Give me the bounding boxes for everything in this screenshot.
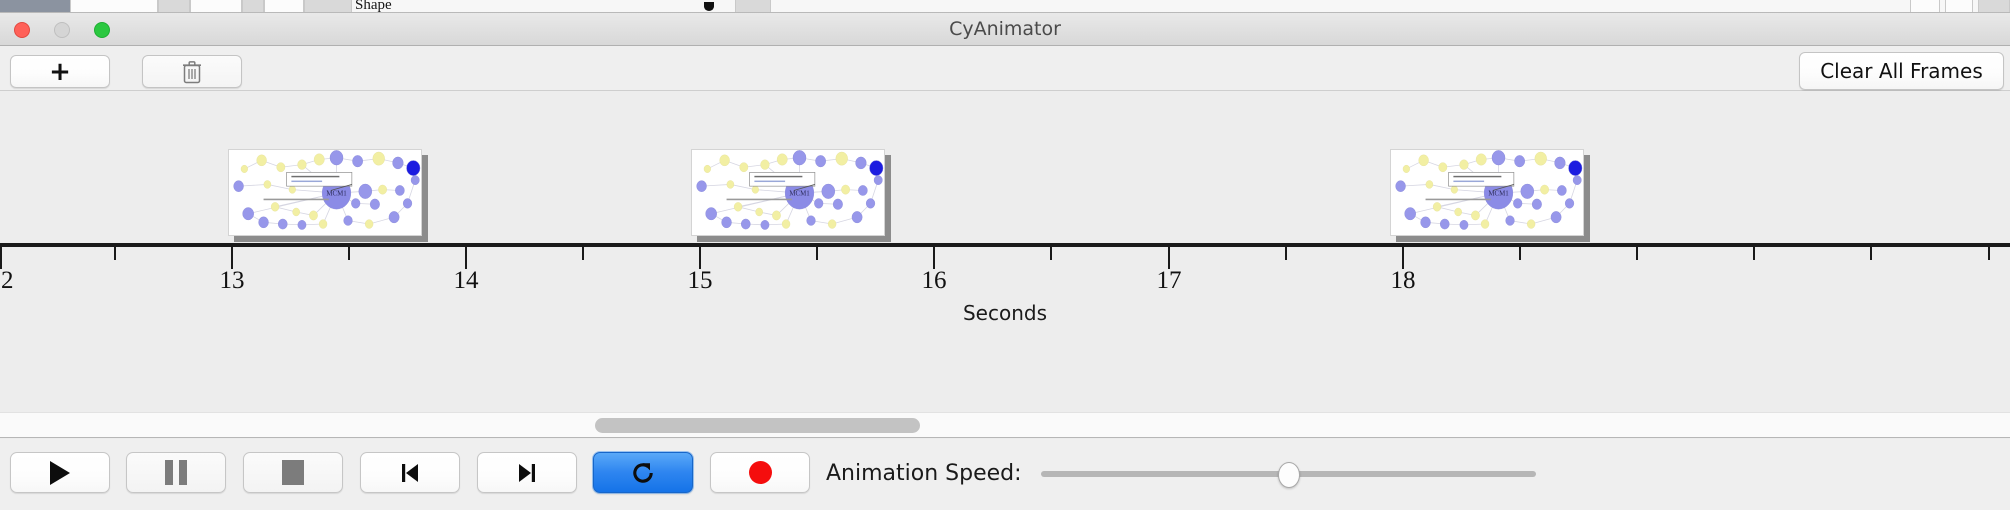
axis-tick-major [231,247,233,269]
plus-icon: + [49,56,71,87]
stop-icon [282,460,304,485]
record-button[interactable] [710,452,810,493]
svg-text:MCM1: MCM1 [1488,191,1509,198]
frame-thumbnail[interactable]: MCM1 [1390,149,1584,236]
clear-all-frames-label: Clear All Frames [1820,59,1983,83]
play-icon [50,460,70,485]
axis-tick-minor [1519,247,1521,260]
axis-tick-label: 12 [0,267,14,294]
axis-tick-minor [816,247,818,260]
skip-back-icon [402,463,418,482]
titlebar: CyAnimator [0,13,2010,46]
axis-tick-major [465,247,467,269]
timeline-frame[interactable]: MCM1 [1390,149,1590,242]
bg-chip [158,0,190,12]
axis-tick-label: 18 [1390,267,1416,294]
frame-thumbnail[interactable]: MCM1 [691,149,885,236]
bg-chip [264,0,304,12]
bg-window-label: Shape [355,0,392,13]
add-frame-button[interactable]: + [10,55,110,88]
bg-chip [1910,0,1940,12]
axis-tick-major [0,247,2,269]
axis-tick-minor [1870,247,1872,260]
bg-chip [304,0,352,12]
axis-tick-minor [582,247,584,260]
record-icon [748,461,772,484]
axis-tick-major [933,247,935,269]
loop-button[interactable] [593,452,693,493]
timeline-frame[interactable]: MCM1 [228,149,428,242]
axis-tick-major [1168,247,1170,269]
axis-title: Seconds [962,301,1048,325]
skip-to-end-button[interactable] [477,452,577,493]
axis-tick-minor [1988,247,1990,260]
minimize-button[interactable] [54,22,70,38]
axis-tick-major [699,247,701,269]
close-button[interactable] [14,22,30,38]
loop-icon [633,462,653,483]
timeline-scrollbar[interactable] [0,412,2010,438]
axis-tick-label: 16 [921,267,947,294]
bg-chip [735,0,771,12]
timeline-panel[interactable]: MCM1 MCM1 MCM1 12 13 14 15 16 17 18 Seconds [0,91,2010,412]
axis-tick-minor [1636,247,1638,260]
skip-forward-icon [519,463,535,482]
network-graph: MCM1 [233,150,421,230]
network-graph: MCM1 [696,150,884,230]
axis-tick-label: 15 [687,267,713,294]
timeline-scrollbar-thumb[interactable] [595,418,920,433]
window-title: CyAnimator [949,18,1061,40]
axis-tick-minor [114,247,116,260]
axis-tick-minor [1753,247,1755,260]
axis-tick-label: 13 [219,267,245,294]
animation-speed-slider-thumb[interactable] [1277,462,1300,488]
background-window-strip: Shape [0,0,2010,13]
clear-all-frames-button[interactable]: Clear All Frames [1799,52,2004,90]
delete-frame-button[interactable] [142,55,242,88]
toolbar: + Clear All Frames [0,46,2010,91]
timeline-frame[interactable]: MCM1 [691,149,891,242]
bg-cursor-mark [704,2,714,11]
bg-chip [242,0,264,12]
bg-chip [190,0,242,12]
axis-tick-label: 17 [1156,267,1182,294]
network-graph: MCM1 [1395,150,1583,230]
playback-controls: Animation Speed: [0,439,2010,510]
axis-tick-minor [348,247,350,260]
bg-chip [1978,0,2010,12]
frame-thumbnail[interactable]: MCM1 [228,149,422,236]
axis-tick-minor [1050,247,1052,260]
bg-chip [1945,0,1973,12]
pause-icon [165,460,187,485]
play-button[interactable] [10,452,110,493]
animation-speed-label: Animation Speed: [826,461,1022,486]
axis-tick-minor [1285,247,1287,260]
bg-chip [70,0,158,12]
svg-text:MCM1: MCM1 [326,191,347,198]
maximize-button[interactable] [94,22,110,38]
axis-tick-major [1402,247,1404,269]
axis-tick-label: 14 [453,267,479,294]
skip-to-start-button[interactable] [360,452,460,493]
bg-chip [0,0,70,12]
timeline-axis [0,243,2010,247]
trash-icon [183,60,201,83]
stop-button[interactable] [243,452,343,493]
svg-text:MCM1: MCM1 [789,191,810,198]
pause-button[interactable] [126,452,226,493]
